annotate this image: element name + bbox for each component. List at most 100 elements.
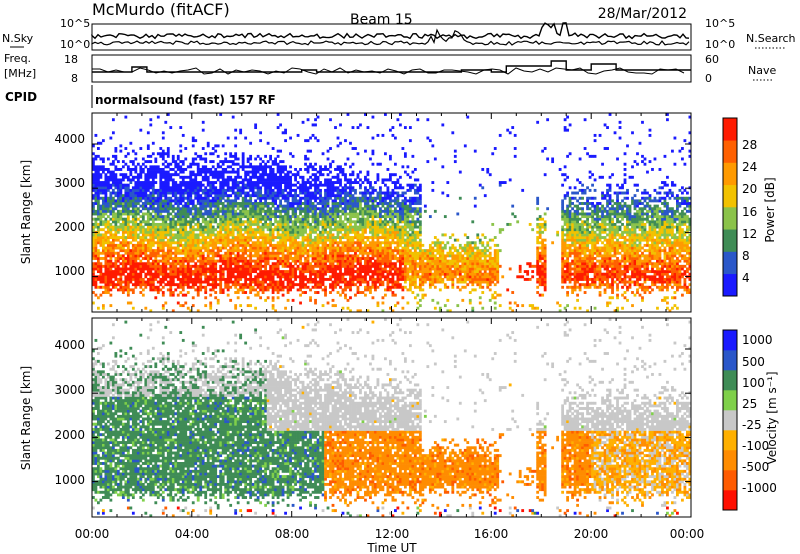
power-cell	[226, 225, 230, 229]
power-cell	[366, 262, 370, 266]
power-cell	[289, 241, 292, 245]
power-cell	[251, 280, 255, 284]
power-cell	[154, 170, 158, 174]
power-cell	[159, 277, 163, 281]
power-cell	[164, 275, 168, 279]
power-cell	[116, 283, 120, 287]
power-cell	[209, 230, 213, 234]
power-cell	[304, 267, 307, 271]
power-cell	[331, 204, 335, 208]
power-cell	[289, 152, 292, 156]
power-cell	[121, 246, 125, 250]
power-cell	[304, 291, 307, 294]
power-cell	[241, 207, 245, 211]
power-cell	[139, 147, 143, 150]
power-cell	[104, 262, 108, 266]
power-cell	[314, 285, 317, 289]
power-cell	[101, 183, 105, 187]
power-cell	[234, 128, 238, 132]
power-cell	[139, 267, 143, 271]
power-cell	[316, 272, 320, 276]
power-cell	[284, 178, 287, 182]
power-cell	[306, 236, 310, 239]
power-cell	[329, 259, 332, 263]
power-cell	[166, 204, 170, 208]
power-cell	[164, 207, 168, 211]
power-cell	[241, 238, 245, 242]
power-cell	[139, 222, 143, 226]
power-cell	[336, 204, 340, 208]
power-cell	[164, 199, 168, 203]
power-cell	[92, 202, 95, 205]
power-cell	[364, 285, 367, 289]
power-cell	[174, 196, 178, 200]
power-cell	[209, 217, 213, 221]
power-cell	[221, 217, 225, 221]
power-cell	[316, 238, 320, 242]
power-cell	[336, 191, 340, 195]
power-cell	[196, 291, 200, 294]
power-cell	[334, 181, 337, 184]
power-cell	[346, 254, 350, 258]
power-cell	[281, 225, 285, 229]
power-cell	[301, 262, 305, 266]
power-cell	[321, 241, 325, 245]
power-cell	[189, 236, 193, 239]
power-cell	[181, 181, 185, 184]
power-cell	[354, 275, 357, 279]
power-cell	[109, 212, 113, 216]
power-cell	[156, 267, 160, 271]
power-cell	[119, 257, 123, 260]
power-cell	[244, 228, 248, 232]
power-cell	[109, 277, 113, 281]
power-cell	[119, 167, 123, 171]
power-cell	[381, 222, 385, 226]
power-cell	[174, 272, 178, 276]
power-cell	[169, 220, 173, 224]
power-cell	[96, 230, 100, 234]
power-cell	[301, 246, 305, 250]
power-cell	[249, 238, 253, 242]
power-cell	[216, 236, 220, 239]
power-cell	[206, 259, 210, 263]
power-cell	[291, 220, 295, 224]
power-cell	[191, 178, 195, 182]
power-cell	[286, 291, 290, 294]
power-cell	[181, 267, 185, 271]
power-cell	[109, 194, 113, 198]
power-cell	[229, 264, 233, 268]
power-cell	[144, 262, 148, 266]
power-cell	[159, 204, 163, 208]
power-cell	[134, 165, 138, 169]
power-cell	[366, 251, 370, 255]
power-cell	[206, 228, 210, 232]
power-cell	[96, 262, 100, 266]
power-cell	[334, 285, 337, 289]
power-cell	[191, 257, 195, 260]
power-cell	[264, 285, 268, 289]
power-cell	[201, 267, 205, 271]
power-cell	[381, 309, 385, 313]
power-cell	[171, 228, 175, 232]
power-cell	[96, 183, 100, 187]
power-cell	[291, 154, 295, 158]
power-cell	[256, 225, 260, 229]
power-cell	[319, 194, 322, 198]
power-cell	[131, 225, 135, 229]
power-cell	[149, 246, 153, 250]
power-cell	[226, 293, 230, 297]
power-cell	[136, 178, 140, 182]
power-cell	[304, 194, 307, 198]
power-cell	[334, 209, 337, 213]
power-cell	[146, 170, 150, 174]
power-cell	[266, 254, 270, 258]
power-cell	[329, 254, 332, 258]
power-cell	[161, 136, 165, 140]
power-cell	[241, 228, 245, 232]
power-cell	[161, 280, 165, 284]
power-cell	[339, 280, 342, 284]
power-cell	[256, 217, 260, 221]
power-cell	[269, 215, 272, 219]
power-cell	[179, 304, 183, 308]
power-cell	[301, 291, 305, 294]
